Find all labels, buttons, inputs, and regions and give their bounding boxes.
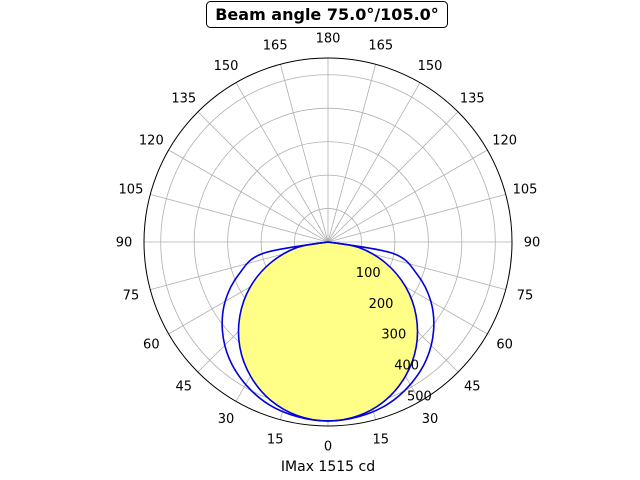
radial-tick-label: 300 [381,328,406,343]
title-box [206,1,448,28]
angle-tick-label: 105 [513,183,538,198]
radial-tick-label: 500 [407,390,432,405]
angle-tick-label: 90 [524,236,541,251]
angle-tick-label: 150 [418,59,443,74]
angular-gridline [197,111,329,243]
angular-gridline [327,149,488,243]
angular-gridline [150,193,329,243]
angle-tick-label: 75 [123,288,140,303]
angular-gridline [279,64,329,243]
angle-tick-label: 60 [143,338,160,353]
angle-tick-label: 30 [422,412,439,427]
series-curve-2 [221,241,435,422]
angle-tick-label: 45 [175,380,192,395]
radial-tick-label: 200 [369,297,394,312]
angle-tick-label: 120 [139,134,164,149]
angular-gridline [327,193,506,243]
angle-tick-label: 30 [218,412,235,427]
curve-fill-area [238,242,418,421]
light-distribution-fill [238,242,418,421]
angle-tick-label: 60 [496,338,513,353]
angular-gridline [327,111,459,243]
angular-gridline [327,82,421,243]
x-axis-label: IMax 1515 cd [281,459,375,475]
light-distribution-curves [221,241,435,422]
angle-tick-label: 180 [316,32,341,47]
angle-tick-label: 90 [116,236,133,251]
angle-tick-label: 75 [517,288,534,303]
angle-tick-label: 165 [368,38,393,53]
angle-tick-label: 15 [267,433,284,448]
angle-tick-label: 105 [119,183,144,198]
angular-gridline [235,82,329,243]
radial-tick-label: 400 [394,359,419,374]
angular-gridline [327,64,377,243]
radial-tick-labels: 100 200 300 400 500 [356,266,432,405]
angle-tick-label: 45 [464,380,481,395]
chart-title: Beam angle 75.0°/105.0° [215,5,439,24]
angle-tick-label: 135 [460,91,485,106]
radial-tick-label: 100 [356,266,381,281]
angle-tick-label: 135 [171,91,196,106]
angle-tick-label: 150 [214,59,239,74]
angular-gridline [168,149,329,243]
angle-tick-label: 165 [263,38,288,53]
angle-tick-labels: 180 1651501351201059075604530150153045607… [116,32,541,455]
angle-tick-label: 120 [492,134,517,149]
angle-tick-label: 0 [324,440,332,455]
angle-tick-label: 15 [373,433,390,448]
polar-frame [143,57,513,427]
